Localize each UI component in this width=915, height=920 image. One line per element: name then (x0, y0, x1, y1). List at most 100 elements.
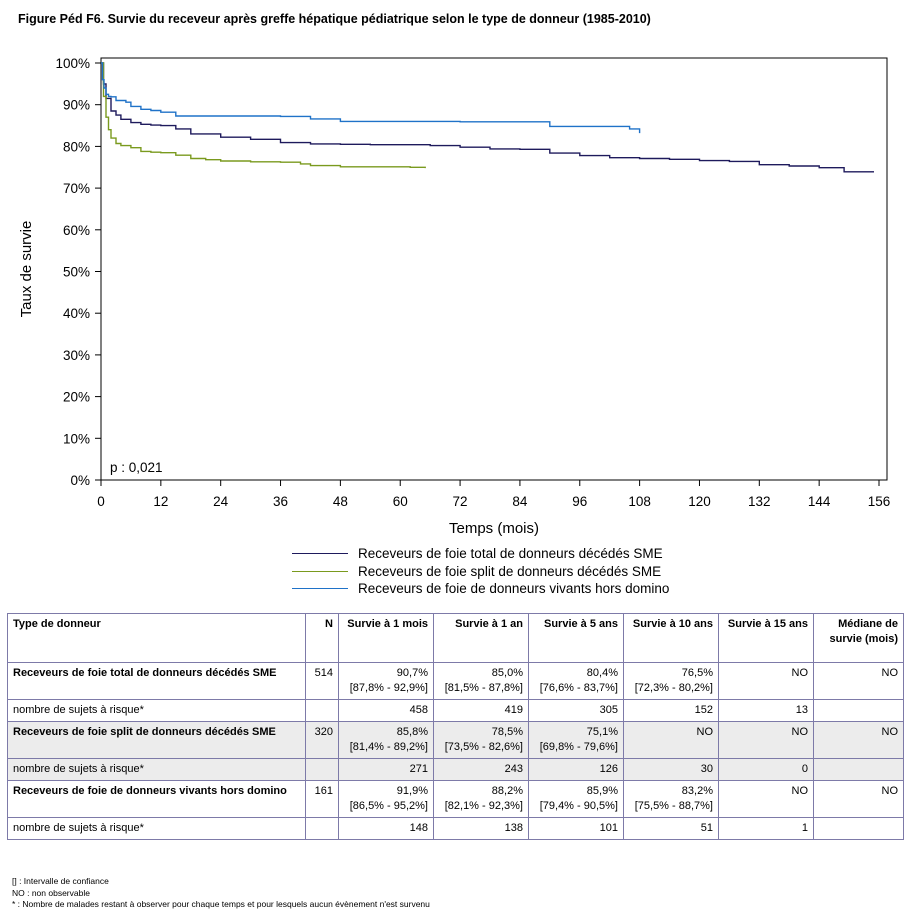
survival-value: 85,8% (396, 726, 428, 738)
figure-title: Figure Péd F6. Survie du receveur après … (18, 12, 651, 26)
table-notes: [] : Intervalle de confiance NO : non ob… (12, 876, 430, 911)
survival-value: NO (791, 667, 809, 679)
survival-value: NO (791, 726, 809, 738)
survival-value: 78,5% (491, 726, 523, 738)
survival-cell: 76,5% [72,3% - 80,2%] (623, 662, 719, 700)
series-line-1 (101, 62, 874, 173)
x-tick-label: 144 (808, 494, 831, 509)
n-cell: 161 (305, 780, 339, 818)
survival-cell: NO (623, 721, 719, 759)
confidence-interval: [81,4% - 89,2%] (349, 741, 428, 753)
donor-type-cell: Receveurs de foie de donneurs vivants ho… (7, 780, 306, 818)
survival-value: 80,4% (586, 667, 618, 679)
legend-swatch (292, 553, 348, 555)
y-tick-label: 30% (63, 348, 90, 363)
y-tick-label: 80% (63, 139, 90, 154)
confidence-interval: [75,5% - 88,7%] (634, 800, 713, 812)
legend: Receveurs de foie total de donneurs décé… (292, 545, 669, 598)
y-tick-label: 20% (63, 390, 90, 405)
x-tick-label: 120 (688, 494, 711, 509)
y-tick-label: 40% (63, 306, 90, 321)
x-tick-label: 60 (393, 494, 408, 509)
risk-count-cell: 152 (623, 699, 719, 722)
x-tick-label: 156 (868, 494, 891, 509)
y-tick-label: 100% (55, 56, 90, 71)
empty-cell (813, 817, 904, 840)
x-axis: 0 12 24 36 48 60 72 84 96 108 120 132 144 156 (97, 480, 890, 509)
column-header: Survie à 1 mois (338, 613, 434, 663)
risk-count-cell: 305 (528, 699, 624, 722)
risk-row: nombre de sujets à risque* 458 419 305 152 13 (7, 699, 904, 722)
legend-item: Receveurs de foie de donneurs vivants ho… (292, 580, 669, 598)
x-tick-label: 24 (213, 494, 229, 509)
risk-count-cell: 101 (528, 817, 624, 840)
column-header: Type de donneur (7, 613, 306, 663)
survival-value: 90,7% (396, 667, 428, 679)
x-tick-label: 48 (333, 494, 348, 509)
confidence-interval: [87,8% - 92,9%] (349, 682, 428, 694)
empty-cell (305, 699, 339, 722)
survival-value: NO (791, 785, 809, 797)
confidence-interval: [86,5% - 95,2%] (349, 800, 428, 812)
y-tick-label: 90% (63, 98, 90, 113)
x-tick-label: 0 (97, 494, 105, 509)
survival-cell: 91,9% [86,5% - 95,2%] (338, 780, 434, 818)
legend-label: Receveurs de foie total de donneurs décé… (358, 546, 663, 562)
risk-count-cell: 126 (528, 758, 624, 781)
risk-count-cell: 243 (433, 758, 529, 781)
confidence-interval: [81,5% - 87,8%] (444, 682, 523, 694)
risk-count-cell: 138 (433, 817, 529, 840)
legend-label: Receveurs de foie split de donneurs décé… (358, 563, 662, 579)
x-tick-label: 84 (512, 494, 528, 509)
p-value-annotation: p : 0,021 (110, 460, 163, 475)
risk-count-cell: 1 (718, 817, 814, 840)
column-header: Survie à 10 ans (623, 613, 719, 663)
confidence-interval: [73,5% - 82,6%] (444, 741, 523, 753)
median-cell: NO (813, 662, 904, 700)
survival-value: 91,9% (396, 785, 428, 797)
legend-item: Receveurs de foie total de donneurs décé… (292, 545, 669, 563)
risk-count-cell: 13 (718, 699, 814, 722)
series-lines (101, 62, 874, 173)
table-header-row: Type de donneur N Survie à 1 mois Survie… (7, 613, 904, 663)
column-header: Médiane de survie (mois) (813, 613, 904, 663)
risk-row: nombre de sujets à risque* 148 138 101 51 1 (7, 817, 904, 840)
survival-cell: 83,2% [75,5% - 88,7%] (623, 780, 719, 818)
series-line-2 (101, 62, 426, 169)
survival-cell: NO (718, 780, 814, 818)
y-axis-label: Taux de survie (18, 221, 35, 318)
risk-label-cell: nombre de sujets à risque* (7, 699, 306, 722)
series-line-3 (101, 62, 641, 134)
legend-swatch (292, 570, 348, 572)
survival-cell: 88,2% [82,1% - 92,3%] (433, 780, 529, 818)
survival-value: 75,1% (586, 726, 618, 738)
confidence-interval: [69,8% - 79,6%] (539, 741, 618, 753)
empty-cell (813, 758, 904, 781)
table-row: Receveurs de foie de donneurs vivants ho… (7, 780, 904, 818)
survival-value: 85,9% (586, 785, 618, 797)
survival-cell: 85,9% [79,4% - 90,5%] (528, 780, 624, 818)
risk-row: nombre de sujets à risque* 271 243 126 30 0 (7, 758, 904, 781)
column-header: N (305, 613, 339, 663)
survival-cell: 85,0% [81,5% - 87,8%] (433, 662, 529, 700)
n-cell: 514 (305, 662, 339, 700)
median-cell: NO (813, 780, 904, 818)
y-axis: 0% 10% 20% 30% 40% 50% 60% 70% 80% 90% 100% (55, 56, 101, 488)
x-tick-label: 72 (453, 494, 468, 509)
y-tick-label: 0% (70, 473, 90, 488)
median-cell: NO (813, 721, 904, 759)
y-tick-label: 60% (63, 223, 90, 238)
risk-count-cell: 51 (623, 817, 719, 840)
survival-cell: 90,7% [87,8% - 92,9%] (338, 662, 434, 700)
empty-cell (305, 817, 339, 840)
survival-value: 88,2% (491, 785, 523, 797)
x-tick-label: 132 (748, 494, 771, 509)
risk-count-cell: 271 (338, 758, 434, 781)
footnote: [] : Intervalle de confiance (12, 876, 109, 886)
legend-label: Receveurs de foie de donneurs vivants ho… (358, 581, 670, 597)
confidence-interval: [72,3% - 80,2%] (634, 682, 713, 694)
column-header: Survie à 5 ans (528, 613, 624, 663)
x-tick-label: 36 (273, 494, 288, 509)
footnote: * : Nombre de malades restant à observer… (12, 899, 430, 909)
survival-cell: NO (718, 662, 814, 700)
